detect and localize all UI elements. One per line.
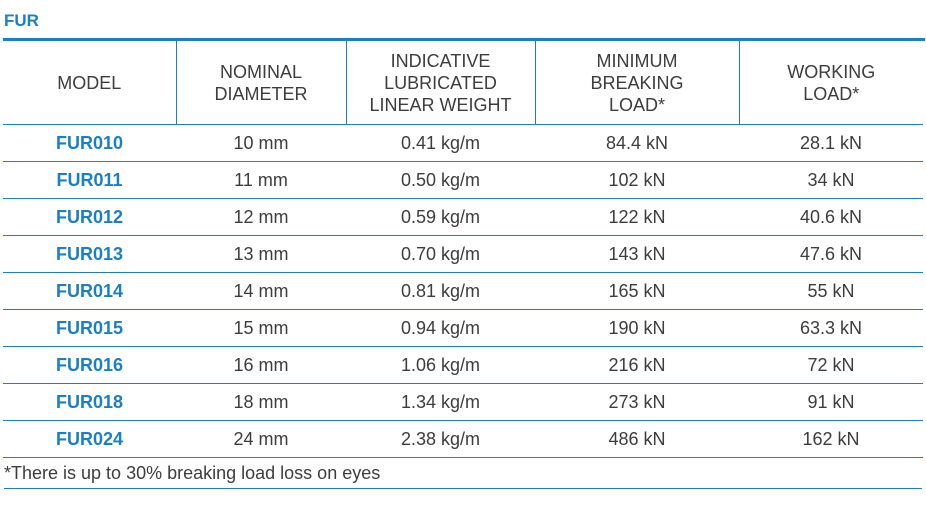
model-cell: FUR016 — [3, 346, 176, 384]
working-load-cell: 34 kN — [739, 161, 923, 199]
linear-weight-cell: 1.34 kg/m — [346, 383, 535, 421]
nominal-diameter-cell: 10 mm — [176, 124, 346, 162]
column-header-working-load: WORKING LOAD* — [738, 41, 923, 125]
linear-weight-cell: 0.70 kg/m — [346, 235, 535, 273]
nominal-diameter-cell: 15 mm — [176, 309, 346, 347]
footnote: *There is up to 30% breaking load loss o… — [4, 458, 922, 489]
minimum-breaking-load-cell: 190 kN — [535, 309, 739, 347]
minimum-breaking-load-cell: 122 kN — [535, 198, 739, 236]
column-header-line: LOAD* — [803, 83, 860, 104]
column-header-line: WORKING — [787, 61, 876, 82]
nominal-diameter-cell: 14 mm — [176, 272, 346, 310]
column-header-line: NOMINAL — [219, 61, 302, 82]
column-header-minimum-breaking-load: MINIMUM BREAKING LOAD* — [534, 41, 739, 125]
column-header-line: MINIMUM — [596, 50, 678, 71]
minimum-breaking-load-cell: 486 kN — [535, 420, 739, 458]
column-header-line: INDICATIVE — [390, 50, 491, 71]
linear-weight-cell: 0.41 kg/m — [346, 124, 535, 162]
minimum-breaking-load-cell: 165 kN — [535, 272, 739, 310]
table-header-row: MODEL NOMINAL DIAMETER INDICATIVE LUBRICAT… — [3, 41, 923, 125]
minimum-breaking-load-cell: 102 kN — [535, 161, 739, 199]
model-cell: FUR012 — [3, 198, 176, 236]
nominal-diameter-cell: 11 mm — [176, 161, 346, 199]
column-header-linear-weight: INDICATIVE LUBRICATED LINEAR WEIGHT — [345, 41, 535, 125]
nominal-diameter-cell: 12 mm — [176, 198, 346, 236]
linear-weight-cell: 2.38 kg/m — [346, 420, 535, 458]
model-cell: FUR011 — [3, 161, 176, 199]
table-row: FUR014 14 mm 0.81 kg/m 165 kN 55 kN — [3, 272, 923, 310]
table-row: FUR012 12 mm 0.59 kg/m 122 kN 40.6 kN — [3, 198, 923, 236]
working-load-cell: 72 kN — [739, 346, 923, 384]
table-row: FUR016 16 mm 1.06 kg/m 216 kN 72 kN — [3, 346, 923, 384]
minimum-breaking-load-cell: 273 kN — [535, 383, 739, 421]
model-cell: FUR018 — [3, 383, 176, 421]
table-row: FUR015 15 mm 0.94 kg/m 190 kN 63.3 kN — [3, 309, 923, 347]
linear-weight-cell: 0.94 kg/m — [346, 309, 535, 347]
linear-weight-cell: 0.81 kg/m — [346, 272, 535, 310]
minimum-breaking-load-cell: 84.4 kN — [535, 124, 739, 162]
column-header-line: LOAD* — [608, 94, 666, 115]
specs-table: MODEL NOMINAL DIAMETER INDICATIVE LUBRICAT… — [3, 41, 923, 458]
model-cell: FUR013 — [3, 235, 176, 273]
column-header-line: MODEL — [57, 72, 122, 93]
working-load-cell: 47.6 kN — [739, 235, 923, 273]
table-row: FUR024 24 mm 2.38 kg/m 486 kN 162 kN — [3, 420, 923, 458]
nominal-diameter-cell: 24 mm — [176, 420, 346, 458]
nominal-diameter-cell: 16 mm — [176, 346, 346, 384]
column-header-line: LUBRICATED — [384, 72, 497, 93]
linear-weight-cell: 0.59 kg/m — [346, 198, 535, 236]
working-load-cell: 63.3 kN — [739, 309, 923, 347]
model-cell: FUR014 — [3, 272, 176, 310]
working-load-cell: 28.1 kN — [739, 124, 923, 162]
table-row: FUR018 18 mm 1.34 kg/m 273 kN 91 kN — [3, 383, 923, 421]
title-divider — [3, 38, 925, 41]
nominal-diameter-cell: 13 mm — [176, 235, 346, 273]
column-header-line: LINEAR WEIGHT — [369, 94, 512, 115]
nominal-diameter-cell: 18 mm — [176, 383, 346, 421]
model-cell: FUR015 — [3, 309, 176, 347]
linear-weight-cell: 0.50 kg/m — [346, 161, 535, 199]
minimum-breaking-load-cell: 143 kN — [535, 235, 739, 273]
column-header-nominal-diameter: NOMINAL DIAMETER — [175, 41, 346, 125]
table-row: FUR013 13 mm 0.70 kg/m 143 kN 47.6 kN — [3, 235, 923, 273]
table-row: FUR011 11 mm 0.50 kg/m 102 kN 34 kN — [3, 161, 923, 199]
linear-weight-cell: 1.06 kg/m — [346, 346, 535, 384]
column-header-line: DIAMETER — [214, 83, 308, 104]
working-load-cell: 162 kN — [739, 420, 923, 458]
working-load-cell: 55 kN — [739, 272, 923, 310]
table-row: FUR010 10 mm 0.41 kg/m 84.4 kN 28.1 kN — [3, 124, 923, 162]
section-title: FUR — [4, 11, 39, 30]
working-load-cell: 40.6 kN — [739, 198, 923, 236]
minimum-breaking-load-cell: 216 kN — [535, 346, 739, 384]
column-header-line: BREAKING — [590, 72, 684, 93]
column-header-model: MODEL — [3, 41, 176, 125]
working-load-cell: 91 kN — [739, 383, 923, 421]
model-cell: FUR010 — [3, 124, 176, 162]
model-cell: FUR024 — [3, 420, 176, 458]
